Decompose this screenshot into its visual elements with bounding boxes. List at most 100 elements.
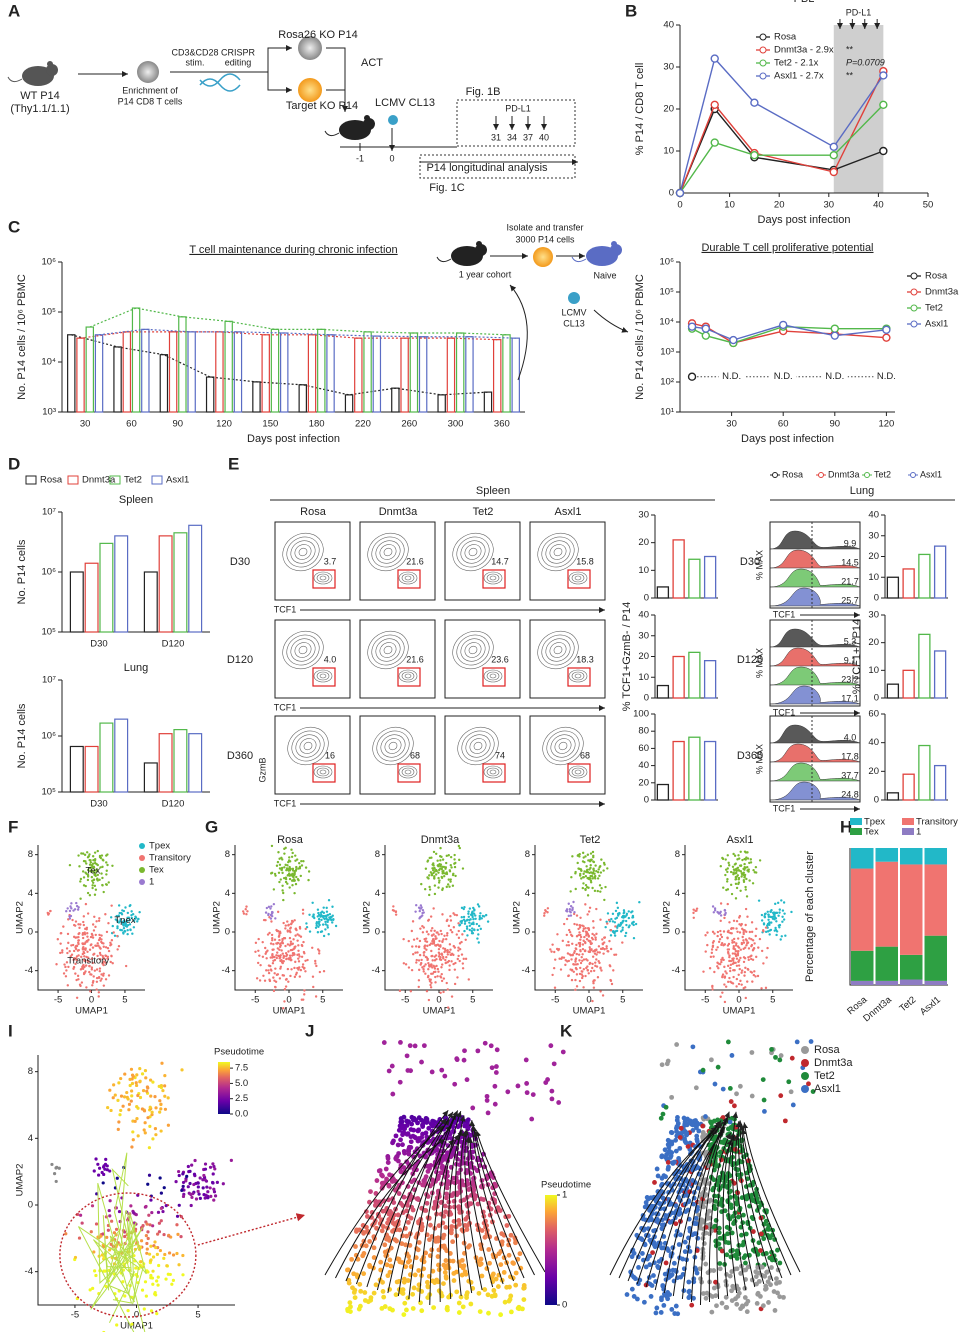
- cell-dot: [155, 1252, 159, 1256]
- cell-dot: [597, 945, 601, 948]
- cell-dot: [108, 1214, 112, 1218]
- axis: [61, 512, 210, 633]
- cell-dot: [446, 950, 449, 954]
- cell-dot: [586, 965, 589, 968]
- cell-dot: [731, 982, 735, 985]
- cell-dot: [391, 1200, 397, 1205]
- cell-dot: [408, 1215, 414, 1221]
- cell-dot: [105, 861, 108, 864]
- label: TCF1: [274, 702, 297, 712]
- cell-dot: [85, 851, 89, 854]
- label: 0: [525, 927, 530, 938]
- cell-dot: [177, 1203, 181, 1207]
- cell-dot: [457, 1221, 462, 1227]
- cell-dot: [138, 1067, 142, 1071]
- cell-dot: [96, 849, 99, 853]
- cell-dot: [289, 930, 292, 934]
- cell-dot: [476, 928, 479, 932]
- cell-dot: [582, 968, 586, 971]
- cell-dot: [579, 924, 582, 927]
- cell-dot: [279, 967, 282, 970]
- cell-dot: [181, 1180, 186, 1185]
- cell-dot: [737, 964, 741, 967]
- cell-dot: [134, 1266, 138, 1270]
- mouse: [47, 61, 53, 67]
- cell-dot: [151, 1269, 155, 1273]
- cell-dot: [605, 947, 608, 950]
- cell-dot: [443, 1209, 448, 1215]
- cell-dot: [643, 1264, 649, 1270]
- cell-dot: [755, 1290, 761, 1296]
- cell: [533, 247, 553, 267]
- cell-dot: [79, 923, 82, 926]
- bar: [902, 773, 915, 801]
- cell-dot: [455, 913, 459, 917]
- cell-dot: [726, 877, 729, 881]
- cell-dot: [327, 933, 330, 936]
- cell-dot: [723, 1000, 727, 1004]
- point: [710, 138, 719, 147]
- cell-dot: [77, 1236, 82, 1240]
- cell-dot: [88, 853, 91, 856]
- bar: [688, 558, 701, 599]
- cell-dot: [423, 945, 426, 948]
- contour: [571, 671, 585, 681]
- label: % MAX: [754, 648, 764, 678]
- cell-dot: [777, 924, 781, 927]
- cell-dot: [164, 1203, 168, 1208]
- bar: [252, 381, 261, 413]
- cell-dot: [121, 920, 125, 924]
- label: 0: [436, 995, 441, 1006]
- label: 25.7: [841, 595, 859, 605]
- cell-dot: [294, 973, 298, 976]
- cell-dot: [549, 948, 552, 951]
- cell-dot: [419, 904, 423, 907]
- cell-dot: [729, 870, 733, 874]
- flow-frame: [359, 715, 436, 795]
- cell-dot: [275, 954, 278, 957]
- cell-dot: [610, 982, 614, 986]
- hist-frame: [769, 619, 861, 707]
- cell-dot: [737, 973, 740, 976]
- cell-dot: [273, 958, 277, 962]
- label: 0: [375, 927, 380, 938]
- cell-dot: [460, 1304, 466, 1310]
- cell-dot: [64, 975, 68, 978]
- bar-segment: [900, 848, 923, 865]
- cell-dot: [399, 1119, 405, 1125]
- cell-dot: [88, 866, 92, 870]
- cell-dot: [132, 919, 136, 923]
- label: CL13: [563, 318, 585, 328]
- label: -4: [672, 965, 680, 976]
- cell-dot: [434, 935, 437, 938]
- cell-dot: [720, 1183, 726, 1189]
- cell-dot: [572, 970, 576, 973]
- cell-dot: [746, 857, 750, 860]
- label: -5: [251, 995, 259, 1006]
- label: PBL: [794, 0, 815, 5]
- cell-dot: [459, 1272, 465, 1278]
- cell-dot: [434, 975, 437, 979]
- cell-dot: [131, 1138, 135, 1142]
- cell-dot: [77, 978, 80, 981]
- mouse: [324, 130, 340, 137]
- cell-dot: [286, 930, 290, 933]
- cell-dot: [429, 1069, 435, 1075]
- cell-dot: [441, 1281, 446, 1287]
- contour: [319, 769, 327, 775]
- flow-frame: [274, 521, 351, 601]
- label: Tet2: [473, 506, 494, 518]
- cell-dot: [439, 863, 443, 866]
- cell-dot: [176, 1232, 180, 1236]
- cell-dot: [415, 904, 418, 907]
- cell-dot: [316, 908, 320, 911]
- bar: [113, 346, 122, 413]
- cell-dot: [732, 957, 735, 960]
- cell-dot: [138, 1095, 143, 1100]
- bar-segment: [924, 935, 947, 981]
- cell-dot: [612, 930, 615, 933]
- cell-dot: [424, 972, 427, 975]
- cell-dot: [752, 868, 755, 872]
- cell-dot: [424, 1200, 430, 1206]
- cell-dot: [361, 1230, 366, 1235]
